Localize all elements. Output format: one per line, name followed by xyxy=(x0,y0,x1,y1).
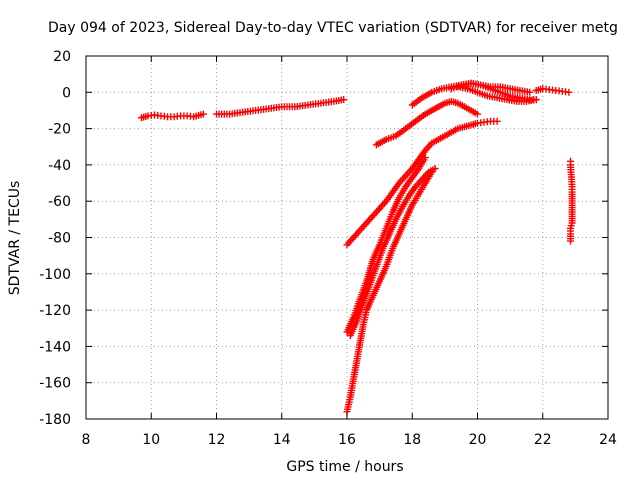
data-point xyxy=(532,96,540,104)
x-tick-label: 10 xyxy=(142,432,160,448)
y-tick-label: -20 xyxy=(48,122,71,138)
data-point xyxy=(431,165,439,172)
series-track-b xyxy=(213,96,348,118)
series-track-j xyxy=(454,83,540,105)
data-point xyxy=(428,168,436,176)
x-tick-label: 12 xyxy=(208,432,226,448)
x-tick-label: 14 xyxy=(273,432,291,448)
y-tick-label: -160 xyxy=(39,376,71,392)
data-point xyxy=(340,96,348,104)
x-tick-label: 18 xyxy=(403,432,421,448)
axis-ticks: 8 10 12 14 16 18 20 22 24 20 0 -20 -40 -60 -80 -100 -120… xyxy=(39,49,617,448)
data-point xyxy=(526,88,534,96)
y-tick-label: -60 xyxy=(48,194,71,210)
x-axis-label: GPS time / hours xyxy=(286,459,403,475)
series-track-f xyxy=(343,168,436,416)
grid xyxy=(86,56,608,419)
data-point xyxy=(567,237,574,245)
data-point xyxy=(493,117,501,125)
y-axis-label: SDTVAR / TECUs xyxy=(7,181,23,296)
series-track-a xyxy=(138,110,207,122)
y-tick-label: -120 xyxy=(39,303,71,319)
data-point xyxy=(199,110,207,118)
data-point xyxy=(421,154,429,162)
chart-title: Day 094 of 2023, Sidereal Day-to-day VTE… xyxy=(48,20,618,36)
series-track-k xyxy=(532,85,573,96)
series-track-c xyxy=(343,117,501,249)
data-point xyxy=(565,88,573,96)
series-track-l xyxy=(567,157,576,245)
y-tick-label: 0 xyxy=(62,85,71,101)
x-tick-label: 24 xyxy=(599,432,617,448)
y-tick-label: -140 xyxy=(39,339,71,355)
data-point xyxy=(474,110,481,118)
x-tick-label: 20 xyxy=(469,432,487,448)
x-tick-label: 8 xyxy=(82,432,91,448)
series-track-e xyxy=(346,165,439,339)
data-marks xyxy=(138,79,576,416)
series-track-g xyxy=(372,97,481,149)
x-tick-label: 16 xyxy=(338,432,356,448)
y-tick-label: -100 xyxy=(39,267,71,283)
x-tick-label: 22 xyxy=(534,432,552,448)
y-tick-label: -40 xyxy=(48,158,71,174)
y-tick-label: -180 xyxy=(39,412,71,428)
y-tick-label: 20 xyxy=(53,49,71,65)
y-tick-label: -80 xyxy=(48,231,71,247)
